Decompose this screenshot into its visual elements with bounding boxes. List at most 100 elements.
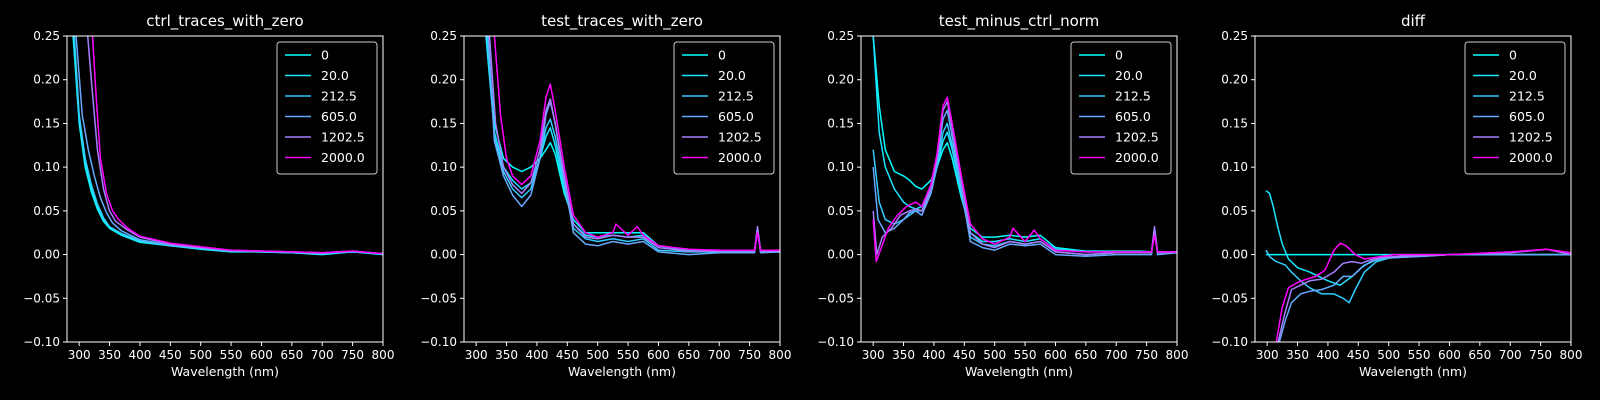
x-tick-label: 400 — [525, 348, 548, 362]
y-tick-label: 0.20 — [1221, 73, 1248, 87]
x-tick-label: 600 — [250, 348, 273, 362]
plot-frame — [463, 35, 781, 343]
chart-panel-2: test_traces_with_zero 300 350 400 450 500 550 6… — [420, 12, 791, 379]
y-tick-label: 0.25 — [430, 29, 457, 43]
legend-label: 1202.5 — [1509, 130, 1553, 145]
x-tick-label: 650 — [280, 348, 303, 362]
x-tick-label: 750 — [738, 348, 761, 362]
legend-label: 0 — [1509, 48, 1517, 63]
x-axis-label: Wavelength (nm) — [1359, 364, 1467, 379]
x-tick-label: 550 — [1408, 348, 1431, 362]
y-tick-label: 0.00 — [827, 248, 854, 262]
x-axis-label: Wavelength (nm) — [568, 364, 676, 379]
x-tick-label: 550 — [1014, 348, 1037, 362]
x-tick-label: 300 — [1256, 348, 1279, 362]
legend-label: 20.0 — [1115, 68, 1143, 83]
y-tick-label: 0.15 — [1221, 116, 1248, 130]
x-tick-label: 700 — [1499, 348, 1522, 362]
series-group — [872, 36, 1177, 263]
series-group — [1265, 190, 1571, 342]
series-group — [485, 36, 780, 256]
legend-label: 605.0 — [1509, 109, 1545, 124]
legend-label: 2000.0 — [1115, 150, 1159, 165]
legend-label: 0 — [1115, 48, 1123, 63]
y-tick-label: 0.25 — [1221, 29, 1248, 43]
y-tick-label: 0.20 — [827, 73, 854, 87]
y-tick-label: 0.00 — [430, 248, 457, 262]
x-tick-label: 450 — [1347, 348, 1370, 362]
legend-label: 212.5 — [1115, 89, 1151, 104]
y-tick-label: −0.05 — [420, 291, 457, 305]
x-tick-label: 600 — [647, 348, 670, 362]
series-line-5 — [872, 96, 1177, 263]
x-tick-label: 700 — [311, 348, 334, 362]
series-line-4 — [872, 100, 1177, 256]
y-tick-label: 0.00 — [1221, 248, 1248, 262]
y-tick-label: 0.25 — [827, 29, 854, 43]
x-tick-label: 500 — [1377, 348, 1400, 362]
x-tick-label: 350 — [495, 348, 518, 362]
legend-label: 212.5 — [1509, 89, 1545, 104]
x-tick-label: 350 — [892, 348, 915, 362]
x-tick-label: 350 — [98, 348, 121, 362]
legend-label: 0 — [718, 48, 726, 63]
plot-frame — [1254, 35, 1572, 343]
y-tick-label: 0.10 — [33, 160, 60, 174]
x-tick-label: 500 — [586, 348, 609, 362]
y-tick-label: 0.05 — [430, 204, 457, 218]
legend: 0 20.0 212.5 605.0 1202.5 2000.0 — [276, 41, 378, 175]
legend-label: 605.0 — [718, 109, 754, 124]
legend-label: 212.5 — [718, 89, 754, 104]
x-tick-label: 550 — [220, 348, 243, 362]
y-tick-label: 0.05 — [33, 204, 60, 218]
x-tick-label: 500 — [983, 348, 1006, 362]
y-tick-label: 0.10 — [430, 160, 457, 174]
x-tick-label: 600 — [1438, 348, 1461, 362]
x-tick-label: 700 — [1105, 348, 1128, 362]
y-tick-label: 0.15 — [33, 116, 60, 130]
series-line-2 — [486, 36, 780, 253]
y-tick-label: 0.10 — [827, 160, 854, 174]
legend-label: 20.0 — [321, 68, 349, 83]
x-tick-label: 750 — [1529, 348, 1552, 362]
series-line-5 — [493, 36, 780, 251]
y-tick-label: 0.20 — [430, 73, 457, 87]
legend: 0 20.0 212.5 605.0 1202.5 2000.0 — [1464, 41, 1566, 175]
x-tick-label: 600 — [1044, 348, 1067, 362]
y-tick-label: −0.05 — [1211, 291, 1248, 305]
y-tick-label: −0.10 — [1211, 335, 1248, 349]
legend-label: 0 — [321, 48, 329, 63]
y-tick-label: −0.05 — [817, 291, 854, 305]
x-tick-label: 650 — [677, 348, 700, 362]
x-axis-label: Wavelength (nm) — [965, 364, 1073, 379]
chart-title: diff — [1401, 12, 1426, 30]
x-tick-label: 450 — [159, 348, 182, 362]
y-tick-label: 0.25 — [33, 29, 60, 43]
chart-title: test_traces_with_zero — [541, 12, 703, 31]
series-line-3 — [872, 109, 1177, 258]
y-tick-label: −0.10 — [817, 335, 854, 349]
x-tick-label: 650 — [1074, 348, 1097, 362]
y-tick-label: −0.05 — [23, 291, 60, 305]
legend: 0 20.0 212.5 605.0 1202.5 2000.0 — [1070, 41, 1172, 175]
x-tick-label: 400 — [922, 348, 945, 362]
series-group — [72, 36, 383, 256]
x-tick-label: 300 — [465, 348, 488, 362]
x-tick-label: 800 — [769, 348, 792, 362]
x-tick-label: 550 — [617, 348, 640, 362]
legend-label: 605.0 — [1115, 109, 1151, 124]
x-tick-label: 350 — [1286, 348, 1309, 362]
x-tick-label: 450 — [556, 348, 579, 362]
x-tick-label: 300 — [68, 348, 91, 362]
series-line-5 — [1275, 242, 1571, 342]
chart-panel-4: diff 300 350 400 450 500 550 600 650 700 750 800 −0.… — [1211, 12, 1582, 379]
chart-panel-1: ctrl_traces_with_zero 300 350 400 450 500 550 6… — [23, 12, 394, 379]
legend-label: 2000.0 — [718, 150, 762, 165]
legend-label: 20.0 — [718, 68, 746, 83]
x-tick-label: 750 — [341, 348, 364, 362]
x-tick-label: 300 — [862, 348, 885, 362]
y-tick-label: 0.10 — [1221, 160, 1248, 174]
x-tick-label: 800 — [1560, 348, 1583, 362]
chart-panel-3: test_minus_ctrl_norm 300 350 400 450 500 550 60… — [817, 12, 1188, 379]
